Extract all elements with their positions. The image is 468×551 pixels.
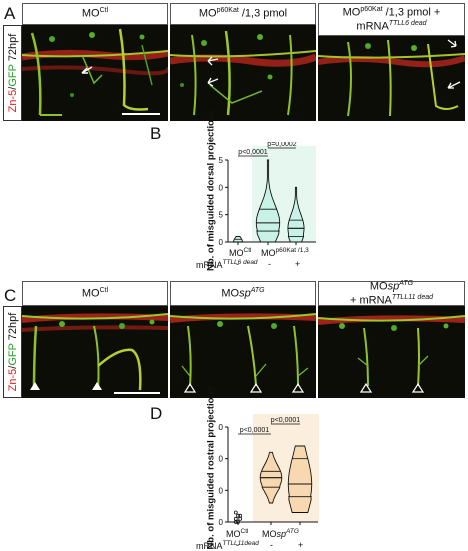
micrograph-c2	[170, 306, 316, 398]
data-point	[233, 516, 238, 521]
chart-b-sign-2: -	[268, 259, 271, 269]
chart-d-sign-2: -	[270, 540, 273, 550]
chart-d-sign-3: +	[298, 540, 304, 550]
y-tick-label: 15	[218, 156, 224, 165]
micrograph-a3	[318, 36, 465, 121]
header-a-moctl: MOCtl	[22, 3, 168, 25]
micrograph-c3	[318, 306, 465, 398]
micrograph-a1	[22, 25, 168, 121]
p-value-label: p<0,0001	[271, 417, 300, 424]
panel-label-d: D	[150, 404, 163, 423]
panel-label-c: C	[4, 286, 17, 305]
chart-b-mrna-label: mRNATTLL6 dead	[196, 259, 258, 270]
micrograph-c1	[22, 306, 168, 398]
p-value-label: p=0,0002	[267, 142, 296, 148]
violin-3	[287, 445, 313, 513]
chart-b-xlabel-p60: MOp60Kat /1,3	[261, 247, 309, 258]
data-point	[236, 513, 240, 518]
header-c-moctl: MOCtl	[22, 281, 168, 306]
panel-label-b: B	[150, 124, 162, 143]
data-point	[236, 520, 240, 524]
micrograph-a2	[170, 25, 316, 121]
header-c-mosp-mrna: MOspATG + mRNATTLL11 dead	[318, 280, 465, 306]
stain-label-a: Zn-5/GFP 72hpf	[3, 25, 22, 121]
chart-d-xlabel-sp: MOspATG	[262, 528, 299, 539]
chart-b-ylabel: Nb. of misguided dorsal projections	[205, 108, 217, 272]
y-tick-label: 30	[218, 423, 224, 432]
y-tick-label: 0	[219, 238, 224, 247]
panel-label-a: A	[4, 4, 16, 23]
stain-label-c: Zn-5/GFP 72hpf	[3, 306, 22, 398]
y-tick-label: 0	[219, 518, 224, 526]
y-tick-label: 10	[218, 486, 224, 495]
scale-bar	[122, 113, 160, 115]
chart-d-xlabel-ctl: MOCtl	[226, 528, 249, 539]
data-point	[233, 510, 238, 515]
p-value-label: p<0,0001	[240, 427, 269, 434]
header-a-mop60kat-mrna: MOp60Kat /1,3 pmol + mRNATTLL6 dead	[318, 3, 465, 36]
y-tick-label: 10	[218, 183, 224, 192]
header-c-mosp: MOspATG	[170, 281, 316, 306]
chart-d-sign-1: -	[236, 540, 239, 550]
scale-bar-c	[114, 392, 160, 394]
chart-b-sign-3: +	[295, 259, 301, 269]
chart-b-sign-1: -	[236, 259, 239, 269]
chart-d-mrna-label: mRNATTLL11dead	[196, 540, 259, 551]
p-value-label: p<0,0001	[238, 149, 267, 156]
y-tick-label: 20	[218, 455, 224, 464]
chart-b-xlabel-ctl: MOCtl	[229, 247, 252, 258]
violin-2	[255, 159, 281, 243]
header-a-mop60kat: MOp60Kat /1,3 pmol	[170, 3, 316, 25]
chart-d-ylabel: Nb. of misguided rostral projections	[205, 386, 217, 550]
data-point	[238, 513, 243, 518]
y-tick-label: 5	[219, 211, 224, 220]
data-point	[238, 516, 243, 521]
